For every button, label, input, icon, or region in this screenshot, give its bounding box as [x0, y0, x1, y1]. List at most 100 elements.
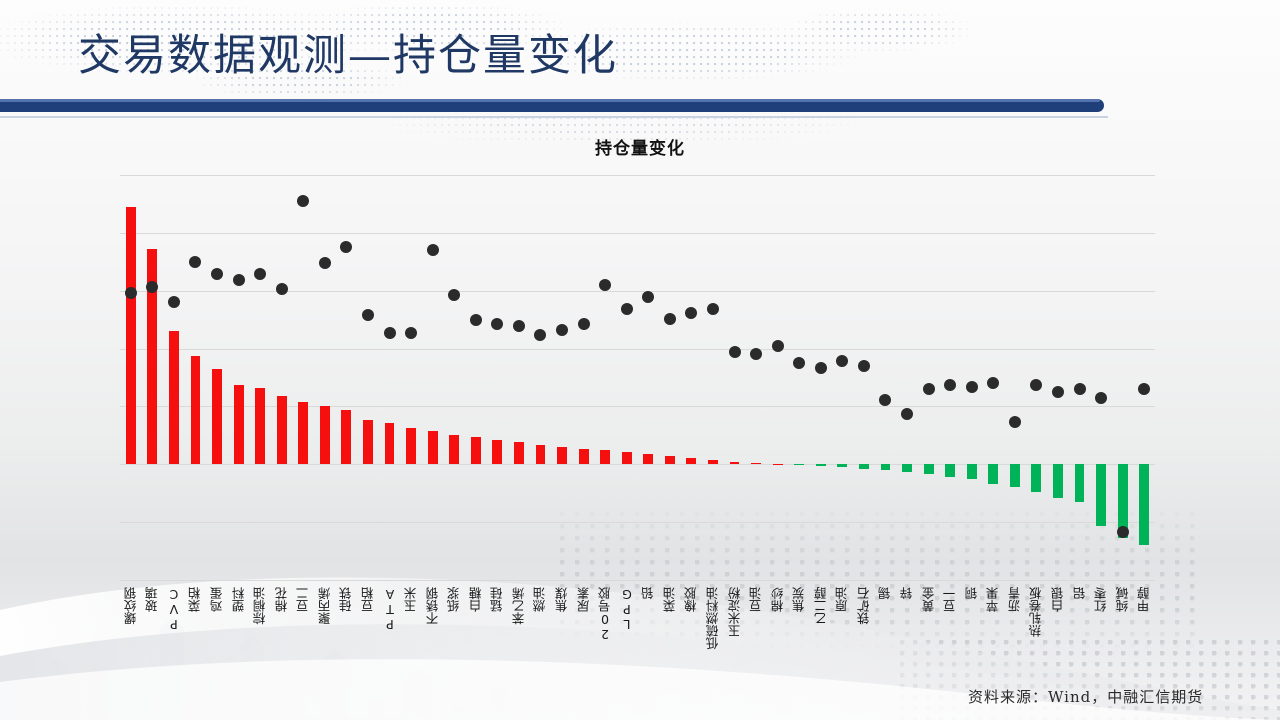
x-axis-tick-label: 豆一: [942, 587, 958, 612]
x-axis-tick-label: 菜粕: [187, 587, 203, 612]
scatter-marker: [534, 329, 547, 342]
x-axis-tick-label: 鸡蛋: [209, 587, 225, 612]
page-title: 交易数据观测—持仓量变化: [78, 31, 618, 81]
scatter-marker: [211, 268, 224, 281]
bar: [319, 406, 330, 465]
x-axis-tick-label: 纸浆: [446, 587, 462, 612]
scatter-marker: [1073, 382, 1086, 395]
scatter-marker: [793, 356, 806, 369]
x-axis-tick-label: 白糖: [468, 587, 484, 612]
scatter-marker: [706, 303, 719, 316]
bar: [772, 463, 783, 466]
bar: [298, 401, 309, 465]
bar: [341, 410, 352, 465]
gridline: [120, 290, 1155, 292]
x-axis-tick-label: PVC: [166, 587, 182, 632]
bar: [578, 449, 589, 465]
scatter-marker: [189, 255, 202, 268]
bar: [880, 464, 891, 471]
bar: [470, 437, 481, 465]
scatter-marker: [383, 327, 396, 340]
x-axis-tick-label: 玻璃: [144, 587, 160, 612]
scatter-marker: [448, 288, 461, 301]
bar: [600, 450, 611, 465]
x-axis-tick-label: 棉纱: [770, 587, 786, 612]
chart-container: 持仓量变化 100,00080,00060,00040,00020,0000(2…: [0, 120, 1280, 720]
bar: [1139, 464, 1150, 546]
x-axis-tick-label: 乙二醇: [813, 587, 829, 625]
x-axis-tick-label: 玉米: [403, 587, 419, 612]
bar: [751, 463, 762, 465]
chart-title: 持仓量变化: [595, 139, 685, 159]
header-accent-highlight: [0, 99, 1100, 102]
x-axis-tick-label: 玉米淀粉: [727, 587, 743, 637]
x-axis-tick-label: 豆二: [295, 587, 311, 612]
bar: [988, 464, 999, 484]
bar: [858, 464, 869, 469]
scatter-marker: [642, 290, 655, 303]
bar: [1117, 464, 1128, 539]
x-axis-tick-label: 沥青: [1007, 587, 1023, 612]
chart-plot-area: 100,00080,00060,00040,00020,0000(20,000)…: [120, 175, 1155, 650]
scatter-marker: [124, 286, 137, 299]
x-axis-tick-label: 原油: [834, 587, 850, 612]
scatter-marker: [814, 362, 827, 375]
bar: [1074, 464, 1085, 502]
x-axis-tick-label: 白银: [1050, 587, 1066, 612]
bar: [276, 396, 287, 465]
scatter-marker: [361, 308, 374, 321]
x-axis-tick-label: 20号胶: [597, 587, 613, 642]
x-axis-tick-label: PTA: [382, 587, 398, 632]
x-axis-tick-label: 铅: [640, 587, 656, 600]
scatter-marker: [663, 312, 676, 325]
x-axis-tick-label: 甲醇: [1136, 587, 1152, 612]
scatter-marker: [944, 378, 957, 391]
bar: [686, 457, 697, 465]
x-axis-tick-label: 锌: [899, 587, 915, 600]
scatter-marker: [620, 303, 633, 316]
bar: [1053, 464, 1063, 498]
x-axis-tick-label: LPG: [619, 587, 635, 632]
bar: [557, 446, 567, 465]
scatter-marker: [599, 279, 612, 292]
bar: [815, 464, 826, 467]
source-note: 资料来源：Wind，中融汇信期货: [968, 688, 1204, 706]
scatter-marker: [146, 281, 159, 294]
scatter-marker: [922, 382, 935, 395]
bar: [513, 441, 524, 465]
scatter-marker: [836, 354, 849, 367]
bar: [945, 464, 956, 477]
bar: [923, 464, 934, 475]
x-axis-tick-label: 豆油: [748, 587, 764, 612]
x-axis-tick-label: 聚丙烯: [317, 587, 333, 625]
bar: [492, 439, 503, 465]
decorative-dot-map-top: [0, 0, 1010, 104]
x-axis-tick-label: 橡胶: [683, 587, 699, 612]
x-axis-tick-label: 不锈钢: [425, 587, 441, 625]
scatter-marker: [685, 307, 698, 320]
header-accent-bar: [0, 99, 1104, 112]
bar: [966, 464, 977, 480]
bar: [1096, 464, 1107, 527]
bar: [147, 248, 158, 465]
scatter-marker: [987, 377, 1000, 390]
bar: [168, 331, 179, 465]
x-axis-tick-label: 锰硅: [489, 587, 505, 612]
scatter-marker: [1051, 386, 1064, 399]
gridline: [120, 580, 1155, 581]
header-thin-rule: [0, 116, 1108, 118]
scatter-marker: [426, 244, 439, 257]
x-axis-tick-label: 锡: [877, 587, 893, 600]
bar: [212, 369, 222, 465]
bar: [1009, 464, 1020, 488]
scatter-marker: [491, 318, 504, 331]
x-axis-tick-label: 黄金: [921, 587, 937, 612]
scatter-marker: [405, 327, 418, 340]
gridline: [120, 522, 1155, 524]
scatter-marker: [1095, 391, 1108, 404]
scatter-marker: [340, 240, 353, 253]
bar: [363, 420, 373, 465]
gridline: [120, 406, 1155, 408]
scatter-marker: [771, 340, 784, 353]
x-axis-tick-label: 豆粕: [360, 587, 376, 612]
